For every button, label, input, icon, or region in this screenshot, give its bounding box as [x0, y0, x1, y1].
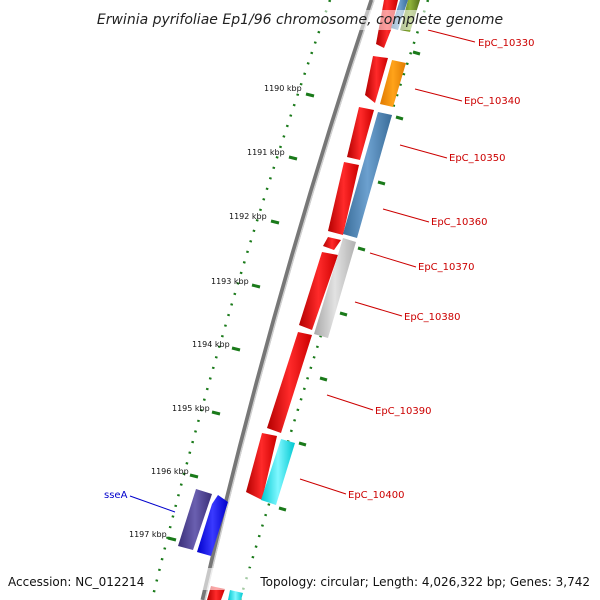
outer-tick — [298, 441, 307, 447]
gene-arrow-red — [328, 162, 359, 235]
leader-line — [354, 301, 403, 317]
leader-line — [299, 478, 347, 495]
gene-blue-arrow — [197, 495, 228, 556]
outer-tick — [319, 376, 328, 382]
gene-steelblue — [343, 112, 392, 238]
title-backdrop — [280, 10, 430, 30]
gene-slate — [178, 489, 212, 550]
leader-line — [414, 88, 463, 102]
gene-cyan — [261, 439, 295, 505]
leader-line-sseA — [129, 495, 176, 513]
footer-backdrop — [195, 568, 305, 590]
leader-line — [382, 208, 430, 223]
kbp-label: 1192 kbp — [229, 212, 267, 221]
kbp-label: 1191 kbp — [247, 148, 285, 157]
kbp-ticks — [167, 92, 315, 542]
kbp-tick — [270, 219, 280, 225]
leader-line — [399, 144, 448, 159]
kbp-tick — [189, 473, 199, 479]
leader-lines — [129, 29, 476, 513]
gene-orange — [380, 60, 406, 107]
gene-arrow-red — [323, 237, 341, 250]
kbp-label: 1193 kbp — [211, 277, 249, 286]
gene-label: EpC_10400 — [348, 490, 404, 501]
kbp-tick — [231, 346, 241, 352]
sseA-genes — [178, 489, 228, 556]
kbp-label: 1195 kbp — [172, 404, 210, 413]
gene-label: EpC_10340 — [464, 96, 520, 107]
kbp-tick — [288, 155, 298, 161]
outer-tick — [339, 311, 348, 317]
inner-tick-ring — [150, 0, 332, 600]
leader-line — [369, 252, 417, 268]
gene-arrow-red — [347, 107, 374, 160]
gene-label-sseA: sseA — [104, 490, 128, 501]
outer-tick — [395, 115, 404, 121]
outer-tick — [278, 506, 287, 512]
kbp-label: 1197 kbp — [129, 530, 167, 539]
outer-tick — [412, 50, 421, 56]
gene-label: EpC_10360 — [431, 217, 487, 228]
gene-labels: EpC_10330 EpC_10340 EpC_10350 EpC_10360 … — [104, 38, 534, 501]
chromosome-backbone-highlight — [204, 0, 375, 600]
map-title: Erwinia pyrifoliae Ep1/96 chromosome, co… — [97, 12, 503, 28]
red-gene-track — [207, 0, 398, 600]
gene-gray — [314, 238, 356, 338]
outer-ring-ticks — [278, 50, 421, 512]
accession-text: Accession: NC_012214 — [8, 575, 144, 589]
outer-tick-ring — [238, 0, 430, 600]
colored-gene-track — [228, 0, 420, 600]
kbp-tick — [251, 283, 261, 289]
kbp-labels: 1190 kbp 1191 kbp 1192 kbp 1193 kbp 1194… — [129, 84, 302, 539]
gene-arrow-red — [299, 252, 338, 330]
kbp-tick — [211, 410, 221, 416]
outer-tick — [357, 246, 366, 252]
gene-label: EpC_10390 — [375, 406, 431, 417]
gene-label: EpC_10370 — [418, 262, 474, 273]
leader-line — [427, 29, 476, 43]
gene-arrow-red — [267, 332, 312, 433]
kbp-label: 1194 kbp — [192, 340, 230, 349]
gene-arrow-red — [365, 56, 388, 103]
gene-label: EpC_10350 — [449, 153, 505, 164]
gene-arrow-red — [246, 433, 277, 500]
topology-text: Topology: circular; Length: 4,026,322 bp… — [259, 575, 590, 589]
gene-label: EpC_10330 — [478, 38, 534, 49]
outer-tick — [377, 180, 386, 186]
gene-cyan — [228, 590, 243, 600]
kbp-label: 1190 kbp — [264, 84, 302, 93]
kbp-tick — [167, 536, 177, 542]
kbp-tick — [305, 92, 315, 98]
kbp-label: 1196 kbp — [151, 467, 189, 476]
leader-line — [326, 394, 374, 411]
gene-label: EpC_10380 — [404, 312, 460, 323]
